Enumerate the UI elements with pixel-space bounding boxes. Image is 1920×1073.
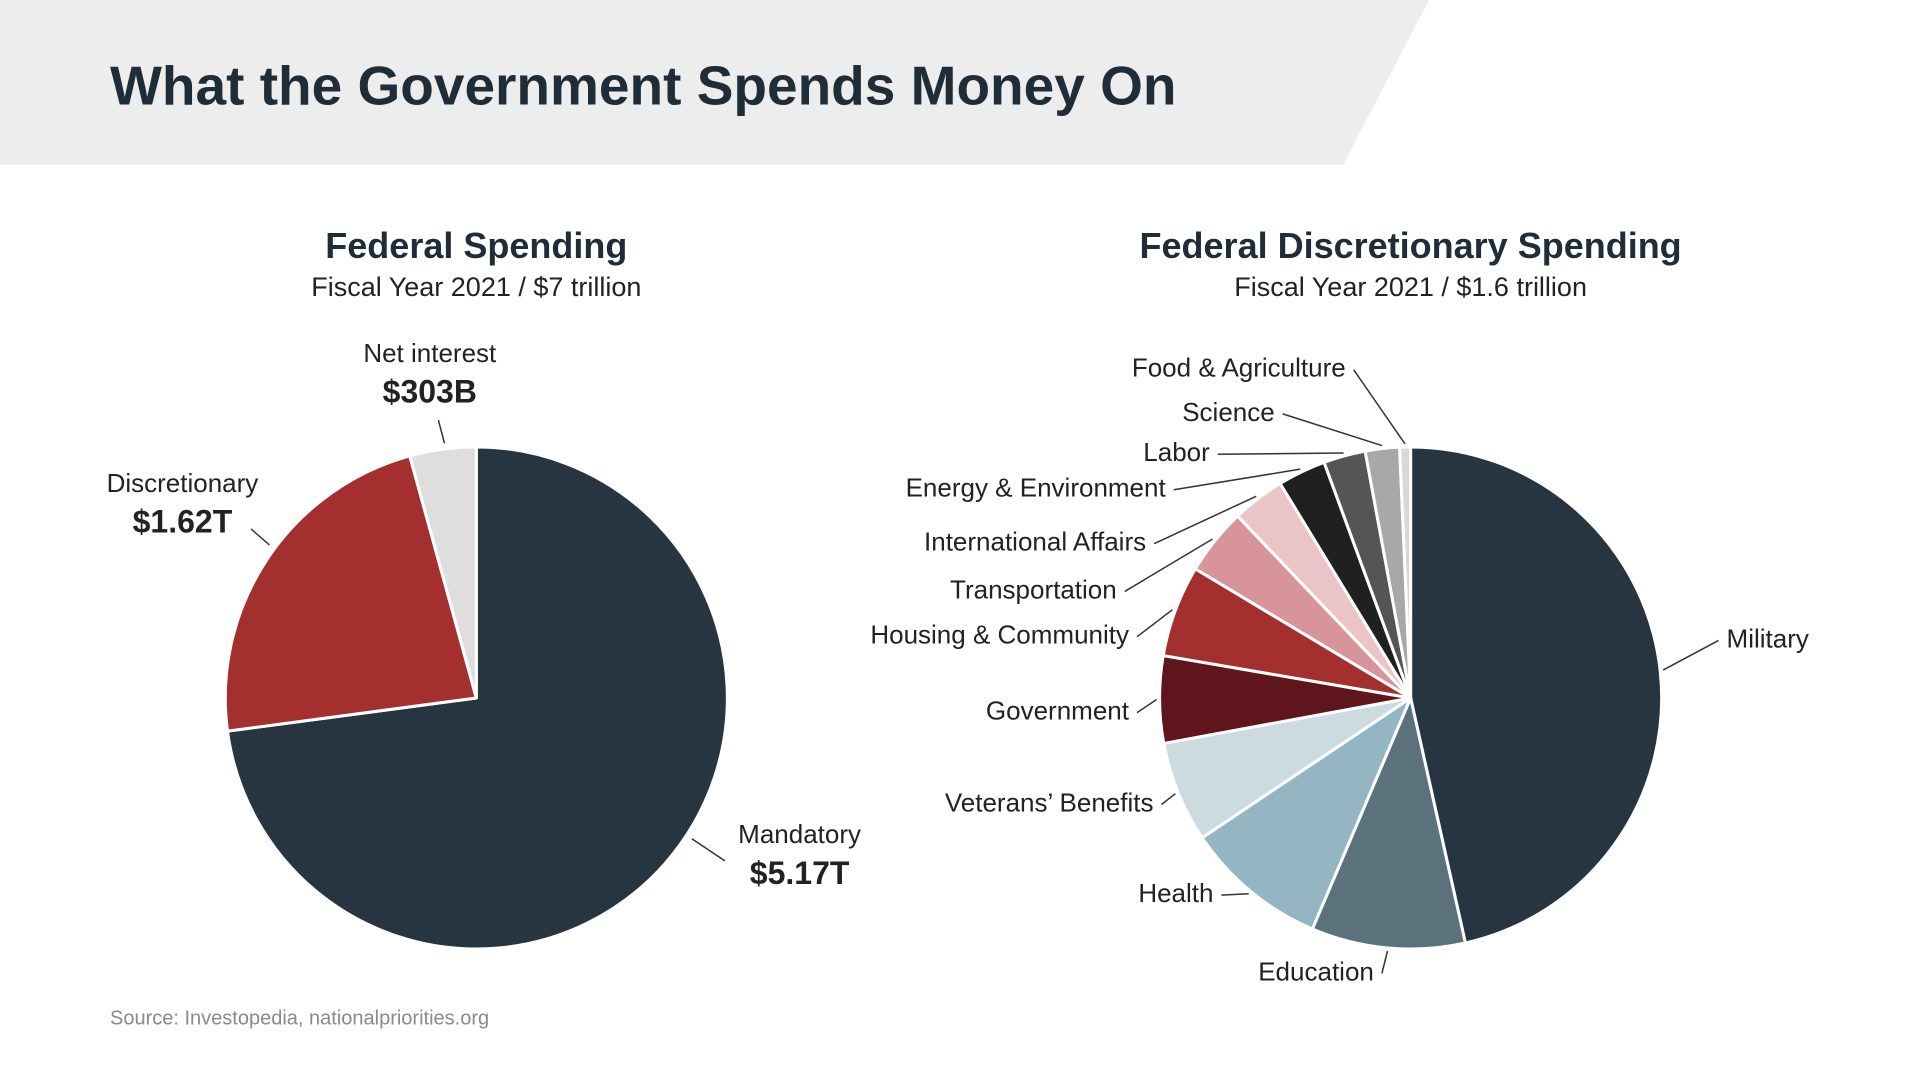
chart-subtitle: Fiscal Year 2021 / $1.6 trillion	[1234, 272, 1587, 302]
slice-label: Health	[1138, 878, 1213, 908]
slice-value-label: $303B	[383, 374, 477, 410]
leader-line	[1353, 369, 1406, 445]
leader-line	[250, 528, 270, 546]
slice-label: Veterans’ Benefits	[945, 787, 1154, 817]
leader-line	[1282, 413, 1383, 447]
pie-slice	[1398, 445, 1413, 700]
slice-label: Discretionary	[107, 468, 259, 498]
pie-slice	[408, 445, 478, 700]
leader-line	[1136, 609, 1173, 638]
source-note: Source: Investopedia, nationalpriorities…	[110, 1007, 489, 1029]
leader-line	[1173, 468, 1301, 491]
slice-label: Food & Agriculture	[1132, 353, 1346, 383]
slice-label: Education	[1258, 956, 1374, 986]
page-title: What the Government Spends Money On	[110, 55, 1176, 117]
slice-label: Labor	[1143, 437, 1210, 467]
slice-label: Science	[1182, 397, 1275, 427]
leader-line	[1124, 538, 1213, 593]
slice-label: Government	[986, 696, 1130, 726]
leader-line	[1662, 639, 1719, 671]
slice-label: Transportation	[950, 574, 1117, 604]
slice-label: Military	[1727, 623, 1809, 653]
leader-line	[1217, 452, 1344, 456]
leader-line	[1381, 950, 1389, 974]
pie-slice	[1200, 696, 1413, 931]
chart-title: Federal Spending	[325, 225, 627, 266]
chart-subtitle: Fiscal Year 2021 / $7 trillion	[311, 272, 641, 302]
leader-line	[1136, 698, 1158, 714]
leader-line	[1161, 793, 1176, 806]
slice-label: Energy & Environment	[906, 473, 1167, 503]
leader-line	[1221, 892, 1249, 896]
slice-label: Net interest	[363, 338, 497, 368]
leader-line	[691, 838, 726, 862]
leader-line	[1153, 495, 1257, 545]
slice-label: Mandatory	[738, 819, 861, 849]
chart-title: Federal Discretionary Spending	[1140, 225, 1682, 266]
slice-value-label: $5.17T	[750, 855, 850, 891]
slice-value-label: $1.62T	[133, 503, 233, 539]
slice-label: International Affairs	[924, 527, 1146, 557]
pie-slice	[1310, 696, 1467, 951]
pie-slice	[1409, 445, 1664, 945]
pie-slice	[223, 454, 478, 733]
header-band	[0, 0, 1429, 165]
leader-line	[437, 419, 446, 444]
slice-label: Housing & Community	[870, 620, 1129, 650]
